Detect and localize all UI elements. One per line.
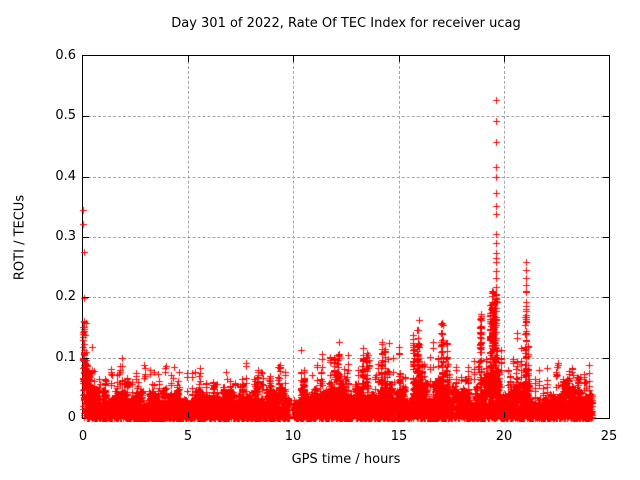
y-tick-label: 0.4 xyxy=(55,169,76,184)
plot-area xyxy=(79,52,613,422)
y-tick-label: 0 xyxy=(67,410,76,425)
y-tick-mark xyxy=(83,237,89,238)
y-tick-label: 0.1 xyxy=(55,350,76,365)
x-tick-mark xyxy=(504,56,505,62)
y-tick-mark xyxy=(603,237,609,238)
x-tick-label: 25 xyxy=(600,429,618,444)
y-tick-label: 0.6 xyxy=(55,48,76,63)
x-tick-mark xyxy=(399,412,400,418)
y-tick-mark xyxy=(603,297,609,298)
y-tick-label: 0.5 xyxy=(55,108,76,123)
x-axis-title: GPS time / hours xyxy=(291,452,401,467)
x-tick-mark xyxy=(399,56,400,62)
y-tick-mark xyxy=(603,177,609,178)
x-tick-mark xyxy=(293,412,294,418)
y-tick-mark xyxy=(83,358,89,359)
x-tick-mark xyxy=(293,56,294,62)
y-tick-mark xyxy=(83,177,89,178)
x-tick-mark xyxy=(188,412,189,418)
chart-title: Day 301 of 2022, Rate Of TEC Index for r… xyxy=(171,16,521,31)
y-axis-title: ROTI / TECUs xyxy=(12,194,28,281)
scatter-points-canvas xyxy=(79,52,613,422)
y-tick-label: 0.2 xyxy=(55,289,76,304)
y-tick-label: 0.3 xyxy=(55,229,76,244)
y-tick-mark xyxy=(603,358,609,359)
y-tick-mark xyxy=(603,116,609,117)
x-tick-label: 0 xyxy=(78,429,88,444)
x-tick-label: 20 xyxy=(495,429,513,444)
x-tick-label: 10 xyxy=(284,429,302,444)
x-tick-mark xyxy=(504,412,505,418)
x-tick-label: 5 xyxy=(183,429,193,444)
y-tick-mark xyxy=(83,297,89,298)
y-tick-mark xyxy=(83,116,89,117)
x-tick-label: 15 xyxy=(390,429,408,444)
x-tick-mark xyxy=(188,56,189,62)
